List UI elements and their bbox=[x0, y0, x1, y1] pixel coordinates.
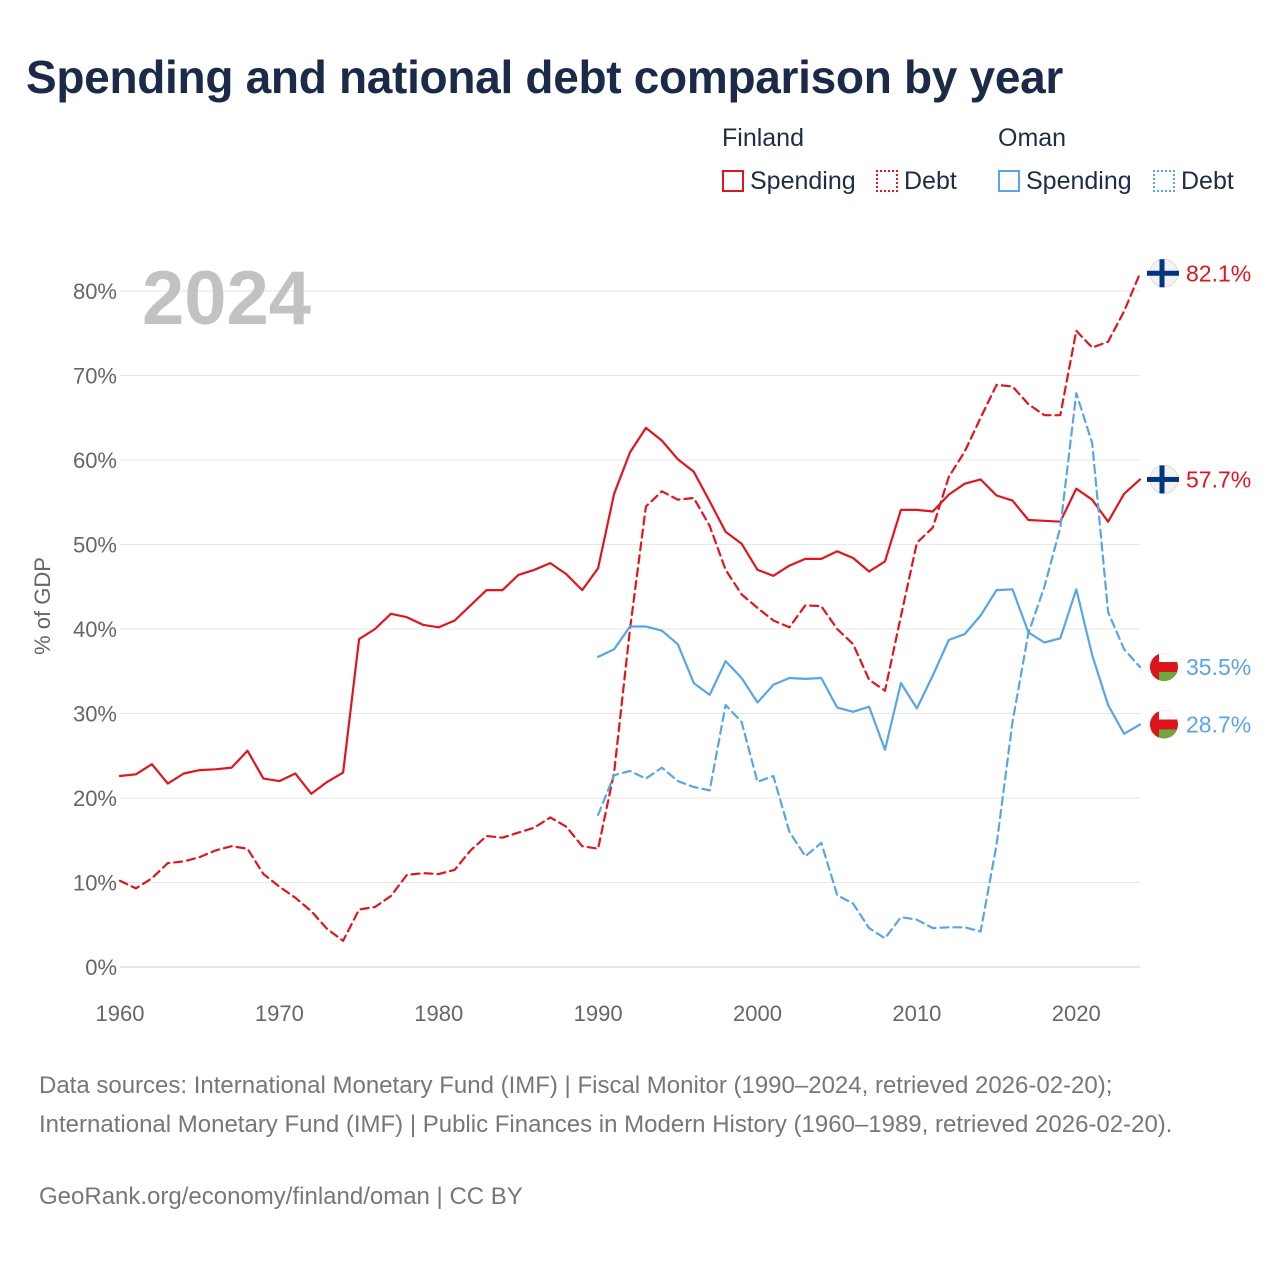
y-tick-label: 80% bbox=[73, 279, 117, 304]
legend-solid-swatch-finland bbox=[722, 170, 744, 192]
legend-finland-spending-label: Spending bbox=[750, 166, 856, 195]
y-tick-label: 10% bbox=[73, 871, 117, 896]
x-tick-label: 2020 bbox=[1052, 1001, 1101, 1026]
credit-link[interactable]: GeoRank.org/economy/finland/oman | CC BY bbox=[39, 1183, 523, 1210]
year-watermark: 2024 bbox=[142, 256, 312, 341]
y-tick-label: 30% bbox=[73, 702, 117, 727]
end-value-label: 28.7% bbox=[1186, 711, 1251, 737]
legend-country-oman: Oman bbox=[998, 124, 1067, 152]
legend-country-finland: Finland bbox=[722, 124, 804, 152]
y-tick-label: 0% bbox=[85, 955, 117, 980]
y-tick-label: 40% bbox=[73, 617, 117, 642]
legend-oman-debt-label: Debt bbox=[1181, 166, 1234, 195]
flag-white bbox=[1150, 710, 1178, 720]
end-value-label: 35.5% bbox=[1186, 654, 1251, 680]
chart-title: Spending and national debt comparison by… bbox=[26, 51, 1063, 103]
series-line-oman-spending bbox=[596, 588, 1142, 751]
legend-oman-spending[interactable]: Spending bbox=[998, 165, 1132, 197]
chart-plot: 0% 10% 20% 30% 40% 50% 60% 70% 80% 1960 1970 1980 19… bbox=[73, 258, 1251, 1026]
x-tick-label: 2010 bbox=[892, 1001, 941, 1026]
y-tick-label: 50% bbox=[73, 533, 117, 558]
flag-hoist bbox=[1150, 653, 1159, 682]
legend-finland-spending[interactable]: Spending bbox=[722, 165, 856, 197]
series-line-oman-debt bbox=[596, 392, 1142, 940]
y-tick-label: 20% bbox=[73, 786, 117, 811]
flag-icon-finland bbox=[1147, 258, 1179, 288]
legend-dotted-swatch-oman bbox=[1153, 170, 1175, 192]
y-tick-label: 70% bbox=[73, 364, 117, 389]
flag-cross-v bbox=[1159, 465, 1165, 494]
flag-icon-oman bbox=[1150, 710, 1178, 739]
legend-finland-debt-label: Debt bbox=[904, 166, 957, 195]
flag-green bbox=[1159, 729, 1178, 739]
legend-oman-debt[interactable]: Debt bbox=[1153, 165, 1234, 197]
flag-icon-finland bbox=[1147, 464, 1179, 494]
legend-dotted-swatch-finland bbox=[876, 170, 898, 192]
end-value-label: 82.1% bbox=[1186, 260, 1251, 286]
legend-solid-swatch-oman bbox=[998, 170, 1020, 192]
legend-oman-spending-label: Spending bbox=[1026, 166, 1132, 195]
flag-cross-v bbox=[1159, 259, 1165, 288]
y-tick-label: 60% bbox=[73, 448, 117, 473]
data-sources: Data sources: International Monetary Fun… bbox=[39, 1072, 1173, 1138]
x-tick-label: 2000 bbox=[733, 1001, 782, 1026]
x-tick-label: 1960 bbox=[96, 1001, 145, 1026]
flag-white bbox=[1150, 653, 1178, 663]
flag-icon-oman bbox=[1150, 653, 1178, 682]
x-tick-label: 1980 bbox=[414, 1001, 463, 1026]
legend-finland-debt[interactable]: Debt bbox=[876, 165, 957, 197]
x-tick-label: 1990 bbox=[574, 1001, 623, 1026]
series-line-finland-spending bbox=[118, 426, 1142, 795]
flag-green bbox=[1159, 672, 1178, 682]
flag-hoist bbox=[1150, 710, 1159, 739]
flag-body bbox=[1150, 710, 1178, 739]
y-axis-label: % of GDP bbox=[30, 557, 55, 655]
x-tick-label: 1970 bbox=[255, 1001, 304, 1026]
flag-body bbox=[1150, 653, 1178, 682]
end-value-label: 57.7% bbox=[1186, 466, 1251, 492]
